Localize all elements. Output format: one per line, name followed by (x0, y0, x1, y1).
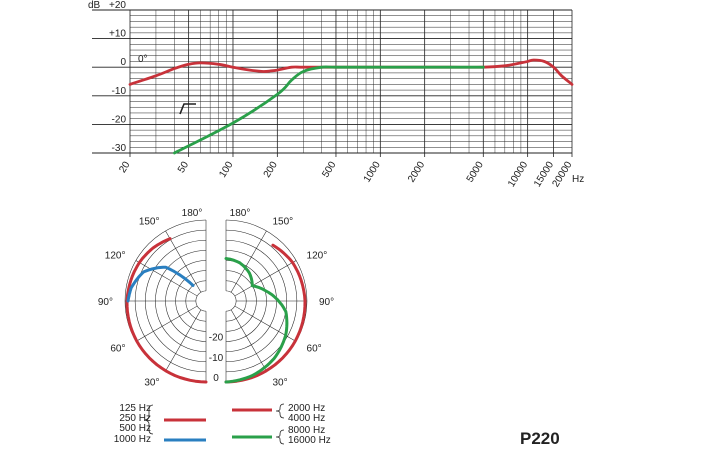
y-tick-label: -30 (112, 143, 127, 154)
x-tick-label: 50 (176, 159, 191, 175)
legend-right-brace-bottom-icon (275, 429, 285, 445)
x-tick-label: 20 (117, 159, 132, 175)
polar-labels: 180° 180° 150° 150° 120° 120° 90° 90° 60° 60° 30° 3… (98, 208, 334, 389)
polar-angle-label: 180° (230, 208, 251, 219)
polar-spoke (230, 309, 267, 372)
legend-label-1000hz: 1000 Hz (114, 434, 151, 445)
polar-curves (125, 237, 307, 384)
polar-angle-label: 120° (105, 251, 126, 262)
polar-spoke (165, 309, 202, 372)
polar-angle-label: 90° (319, 297, 334, 308)
polar-spoke (230, 230, 267, 293)
frequency-response-grid (92, 9, 573, 157)
legend-label-500hz: 500 Hz (119, 423, 151, 434)
legend-label-250hz: 250 Hz (119, 413, 151, 424)
response-curve-line (173, 65, 485, 155)
legend-label-8000hz: 8000 Hz (288, 425, 325, 436)
frequency-response-curves (128, 58, 574, 155)
polar-ring (225, 290, 237, 312)
legend-label-125hz: 125 Hz (119, 403, 151, 414)
polar-legend: 125 Hz 250 Hz 500 Hz 1000 Hz 2000 Hz 400… (114, 403, 331, 446)
frequency-y-tick-labels: +20 +10 0 -10 -20 -30 (109, 0, 126, 154)
angle-annotation: 0° (138, 54, 148, 65)
polar-angle-label: 180° (182, 208, 203, 219)
legend-label-2000hz: 2000 Hz (288, 403, 325, 414)
polar-curve (224, 243, 307, 384)
response-curve-line (128, 58, 574, 86)
y-tick-label: +20 (109, 0, 126, 11)
polar-spoke (135, 305, 198, 342)
polar-angle-label: 60° (307, 344, 322, 355)
polar-angle-label: 120° (307, 251, 328, 262)
polar-angle-label: 60° (110, 344, 125, 355)
polar-spoke (234, 260, 297, 297)
y-tick-label: -20 (112, 114, 127, 125)
x-tick-label: 100 (217, 159, 235, 179)
x-tick-label: 2000 (406, 159, 427, 184)
x-tick-label: 1000 (362, 159, 383, 184)
y-tick-label: -10 (112, 86, 127, 97)
polar-spoke (135, 260, 198, 297)
polar-radial-label: -10 (209, 353, 224, 364)
legend-label-16000hz: 16000 Hz (288, 435, 331, 446)
polar-angle-label: 30° (144, 378, 159, 389)
polar-curve (224, 257, 289, 384)
legend-label-4000hz: 4000 Hz (288, 413, 325, 424)
x-tick-label: 200 (262, 159, 280, 179)
low-cut-filter-icon (179, 103, 196, 115)
polar-radial-label: -20 (209, 333, 224, 344)
model-label: P220 (520, 429, 560, 448)
x-tick-label: 10000 (506, 159, 530, 189)
frequency-response-chart: 20 50 100 200 500 1000 2000 5000 10000 1500020000… (88, 0, 584, 189)
polar-spoke (165, 230, 202, 293)
polar-curve (126, 265, 195, 303)
polar-angle-label: 150° (273, 216, 294, 227)
x-tick-label: 500 (320, 159, 338, 179)
legend-right-brace-top-icon (275, 403, 285, 419)
y-axis-unit: dB (88, 0, 101, 11)
y-tick-label: +10 (109, 29, 126, 40)
x-axis-unit: Hz (572, 174, 584, 185)
polar-radial-label: 0 (213, 373, 219, 384)
polar-angle-label: 150° (139, 216, 160, 227)
polar-pattern-chart: 180° 180° 150° 150° 120° 120° 90° 90° 60° 60° 30° 3… (98, 208, 334, 389)
polar-angle-label: 30° (273, 378, 288, 389)
polar-angle-label: 90° (98, 297, 113, 308)
y-tick-label: 0 (120, 57, 126, 68)
x-tick-label: 5000 (465, 159, 486, 184)
polar-ring (195, 290, 207, 312)
legend-left-brace-icon (144, 404, 154, 435)
